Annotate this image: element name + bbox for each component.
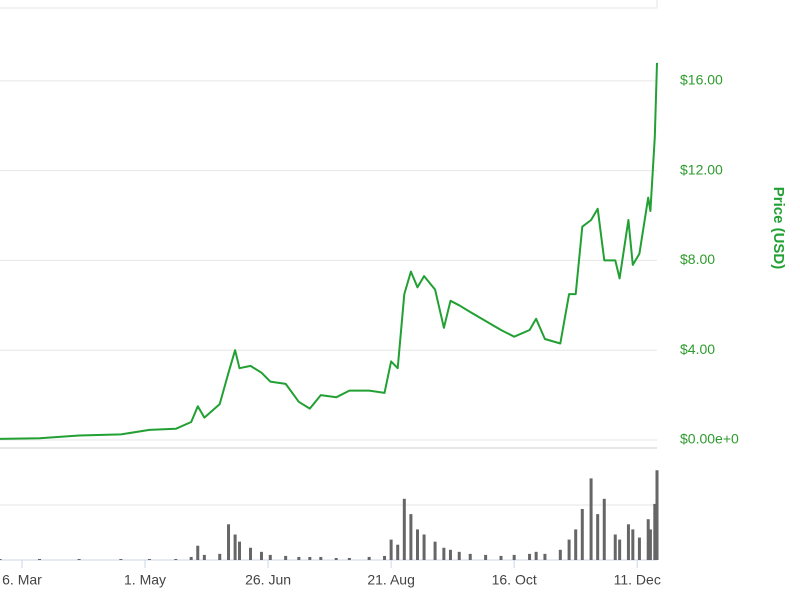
volume-bar xyxy=(284,555,288,560)
x-tick-label: 26. Jun xyxy=(245,572,291,588)
volume-bar xyxy=(196,545,200,560)
x-tick-label: 1. May xyxy=(124,572,166,588)
volume-bar xyxy=(297,556,301,560)
volume-bar xyxy=(259,551,263,560)
volume-bar xyxy=(389,539,393,560)
volume-bar xyxy=(613,534,617,560)
x-tick-label: 11. Dec xyxy=(614,572,661,588)
volume-bar xyxy=(442,547,446,560)
x-tick-label: 16. Oct xyxy=(492,572,537,588)
volume-bar xyxy=(189,556,193,560)
volume-bar xyxy=(618,539,622,560)
volume-bar xyxy=(637,537,641,560)
volume-bar xyxy=(484,554,488,560)
volume-bar xyxy=(202,554,206,560)
volume-bar xyxy=(543,553,547,560)
volume-bar xyxy=(567,539,571,560)
volume-bar xyxy=(347,557,351,560)
volume-bar xyxy=(468,553,472,560)
volume-bar xyxy=(415,529,419,560)
volume-bar xyxy=(367,556,371,560)
y-tick-label: $16.00 xyxy=(680,72,723,88)
y-tick-label: $0.00e+0 xyxy=(680,431,739,447)
volume-bar xyxy=(457,551,461,560)
volume-bar xyxy=(334,557,338,560)
volume-bar xyxy=(174,558,178,560)
volume-bar xyxy=(448,549,452,560)
volume-bar xyxy=(655,470,659,560)
volume-bar xyxy=(119,558,123,560)
volume-bar xyxy=(648,529,652,560)
y-tick-label: $4.00 xyxy=(680,341,715,357)
volume-bar xyxy=(534,551,538,560)
volume-bar xyxy=(409,514,413,560)
volume-bar xyxy=(512,554,516,560)
volume-bar xyxy=(631,529,635,560)
volume-bar xyxy=(233,534,237,560)
volume-bar xyxy=(0,558,2,560)
volume-bar xyxy=(580,509,584,560)
volume-bar xyxy=(147,558,151,560)
volume-bar xyxy=(238,541,242,560)
x-tick-label: 21. Aug xyxy=(367,572,415,588)
volume-bar xyxy=(558,549,562,560)
volume-bar xyxy=(646,519,650,560)
volume-bar xyxy=(602,498,606,560)
y-tick-label: $8.00 xyxy=(680,251,715,267)
volume-bar xyxy=(589,478,593,560)
volume-bar xyxy=(528,553,532,560)
y-tick-label: $12.00 xyxy=(680,161,723,177)
volume-bar xyxy=(499,555,503,560)
volume-bar xyxy=(319,556,323,560)
volume-bar xyxy=(422,534,426,560)
volume-bar xyxy=(383,555,387,560)
volume-bar xyxy=(218,553,222,560)
volume-bar xyxy=(626,524,630,560)
volume-bar xyxy=(596,514,600,560)
volume-bar xyxy=(77,558,81,560)
y-axis-label: Price (USD) xyxy=(770,187,787,270)
volume-bar xyxy=(268,554,272,560)
price-line xyxy=(0,62,658,440)
volume-bar xyxy=(227,524,231,560)
volume-bar xyxy=(402,498,406,560)
volume-bar xyxy=(248,547,252,560)
volume-bar xyxy=(653,503,657,560)
volume-bar xyxy=(433,541,437,560)
volume-bar xyxy=(574,529,578,560)
x-tick-label: 6. Mar xyxy=(2,572,42,588)
volume-bar xyxy=(38,558,42,560)
volume-bar xyxy=(396,544,400,560)
volume-bar xyxy=(308,556,312,560)
